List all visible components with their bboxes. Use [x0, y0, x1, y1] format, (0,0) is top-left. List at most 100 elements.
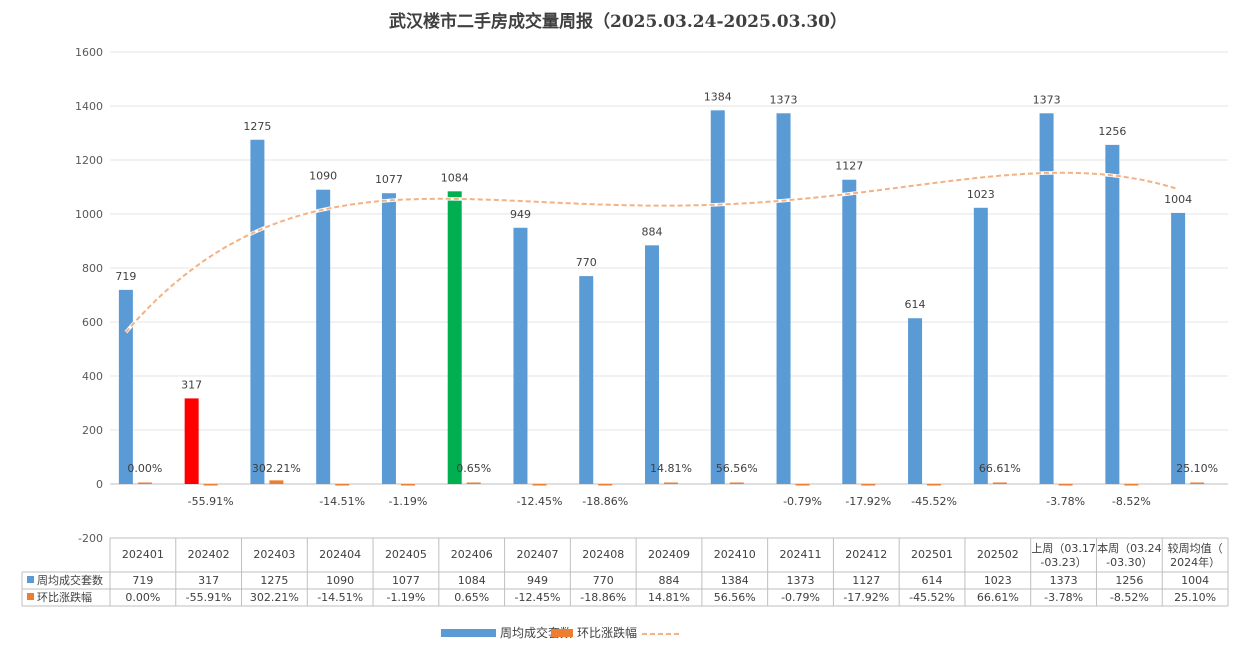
- table-value-cell: 1256: [1115, 574, 1143, 587]
- pct-value-label: -18.86%: [582, 495, 628, 508]
- bar-202405: [381, 193, 396, 484]
- table-value-cell: 1090: [326, 574, 354, 587]
- pct-value-label: 66.61%: [979, 462, 1021, 475]
- table-pct-cell: -14.51%: [317, 591, 363, 604]
- x-category-label: 202409: [648, 548, 690, 561]
- pct-value-label: -12.45%: [517, 495, 563, 508]
- data-table: 202401 719 0.00% 202402 317 -55.91% 202403 1275…: [21, 537, 1229, 607]
- legend-label: 环比涨跌幅: [577, 625, 637, 640]
- x-category-label: 上周（03.17: [1031, 542, 1096, 555]
- table-row-header: 周均成交套数: [37, 573, 103, 587]
- bar-202407: [513, 227, 528, 484]
- y-tick-label: 0: [96, 478, 103, 491]
- pct-value-label: -17.92%: [845, 495, 891, 508]
- table-value-cell: 949: [527, 574, 548, 587]
- bar-value-label: 1373: [770, 93, 798, 106]
- y-tick-label: 1600: [75, 46, 103, 59]
- bar-value-label: 1384: [704, 90, 732, 103]
- pct-bar-202403: [269, 480, 284, 484]
- pct-bar-202406: [466, 482, 481, 484]
- table-pct-cell: 14.81%: [648, 591, 690, 604]
- table-value-cell: 614: [922, 574, 943, 587]
- bar-202409: [645, 245, 659, 484]
- table-value-cell: 1373: [1050, 574, 1078, 587]
- pct-value-label: -0.79%: [783, 495, 822, 508]
- pct-bar-202402: [203, 484, 218, 486]
- pct-value-label: -3.78%: [1046, 495, 1085, 508]
- pct-value-label: -45.52%: [911, 495, 957, 508]
- x-category-label: 202502: [977, 548, 1019, 561]
- pct-bar-202501: [927, 484, 942, 486]
- bar-value-label: 1023: [967, 188, 995, 201]
- pct-bar-202411: [795, 484, 810, 486]
- trendline-halo: [124, 171, 1179, 334]
- table-value-cell: 1077: [392, 574, 420, 587]
- bar-202401: [118, 289, 133, 484]
- pct-value-label: -55.91%: [188, 495, 234, 508]
- table-value-cell: 1004: [1181, 574, 1209, 587]
- table-pct-cell: 56.56%: [714, 591, 756, 604]
- pct-bar-较周均值（2024年）: [1190, 482, 1205, 484]
- x-category-label: 202410: [714, 548, 756, 561]
- x-category-label: 202405: [385, 548, 427, 561]
- bar-202410: [710, 110, 725, 484]
- bar-value-label: 1256: [1098, 125, 1126, 138]
- pct-bar-202408: [598, 484, 613, 486]
- pct-bar-上周（03.17-03.23）: [1058, 484, 1073, 486]
- table-value-cell: 1127: [852, 574, 880, 587]
- table-series-key: [27, 593, 34, 600]
- bar-value-label: 1084: [441, 171, 469, 184]
- table-pct-cell: 302.21%: [250, 591, 299, 604]
- y-tick-label: 400: [82, 370, 103, 383]
- legend-swatch: [551, 629, 573, 637]
- gridlines: [110, 51, 1228, 539]
- bar-202502: [973, 207, 988, 485]
- table-value-cell: 884: [659, 574, 680, 587]
- table-pct-cell: 0.65%: [454, 591, 489, 604]
- table-value-cell: 1373: [787, 574, 815, 587]
- chart-title: 武汉楼市二手房成交量周报（2025.03.24-2025.03.30）: [389, 11, 847, 32]
- x-category-label: 较周均值（: [1168, 541, 1223, 555]
- bars: [118, 110, 1205, 486]
- table-pct-cell: -18.86%: [580, 591, 626, 604]
- table-pct-cell: -55.91%: [186, 591, 232, 604]
- x-category-label: 202404: [319, 548, 361, 561]
- bar-202501: [908, 318, 923, 484]
- pct-bar-202410: [729, 482, 744, 484]
- y-tick-label: 200: [82, 424, 103, 437]
- table-value-cell: 770: [593, 574, 614, 587]
- bar-202408: [579, 276, 594, 484]
- legend-swatch: [441, 629, 496, 637]
- pct-bar-202502: [992, 482, 1007, 484]
- table-pct-cell: -3.78%: [1044, 591, 1083, 604]
- bar-202402: [184, 398, 199, 484]
- bar-value-label: 1373: [1033, 93, 1061, 106]
- y-tick-label: 1200: [75, 154, 103, 167]
- y-tick-label: -200: [78, 532, 103, 545]
- bar-202412: [842, 179, 857, 484]
- pct-value-label: 0.65%: [456, 462, 491, 475]
- bar-value-label: 1127: [835, 160, 863, 173]
- bar-value-label: 1090: [309, 170, 337, 183]
- pct-value-label: -1.19%: [388, 495, 427, 508]
- y-tick-label: 600: [82, 316, 103, 329]
- bar-上周（03.17-03.23）: [1039, 113, 1054, 484]
- pct-bar-202407: [532, 484, 547, 486]
- x-category-label: 2024年）: [1170, 555, 1220, 569]
- table-pct-cell: 25.10%: [1174, 591, 1216, 604]
- data-labels: 719 317 1275 1090 1077 1084 949 770 884 1384 1373 1…: [115, 90, 1218, 508]
- x-category-label: -03.30）: [1106, 556, 1152, 569]
- table-value-cell: 719: [132, 574, 153, 587]
- table-pct-cell: -8.52%: [1110, 591, 1149, 604]
- x-category-label: 202408: [582, 548, 624, 561]
- table-value-cell: 1384: [721, 574, 749, 587]
- bar-value-label: 614: [905, 298, 926, 311]
- y-tick-label: 1000: [75, 208, 103, 221]
- x-category-label: 202411: [780, 548, 822, 561]
- table-pct-cell: -1.19%: [386, 591, 425, 604]
- table-value-cell: 1084: [458, 574, 486, 587]
- table-pct-cell: -17.92%: [843, 591, 889, 604]
- x-category-label: 本周（03.24: [1097, 541, 1162, 555]
- bar-value-label: 719: [115, 270, 136, 283]
